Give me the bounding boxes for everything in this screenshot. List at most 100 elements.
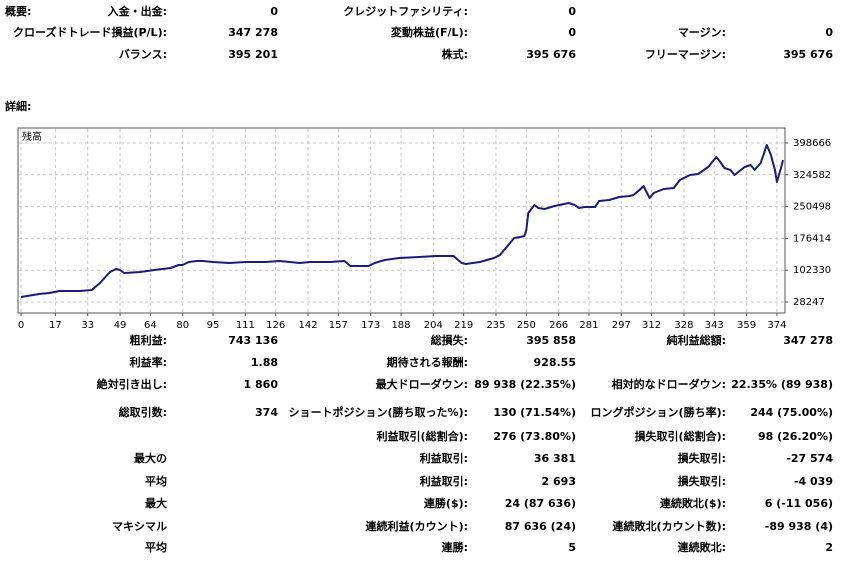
x-tick-label: 343: [705, 320, 724, 331]
balance-line: [20, 144, 784, 298]
value: 2: [825, 541, 833, 554]
label: 絶対引き出し:: [97, 377, 167, 391]
value: 395 676: [526, 48, 576, 61]
label: 連勝:: [442, 540, 468, 554]
label: 連続敗北:: [678, 540, 726, 554]
x-tick-label: 33: [81, 320, 94, 331]
value: 347 278: [228, 26, 278, 39]
value: 87 636 (24): [505, 520, 576, 533]
label: 損失取引:: [678, 474, 726, 488]
value: 36 381: [534, 452, 576, 465]
value: 395 201: [228, 48, 278, 61]
label: 入金・出金:: [108, 4, 167, 18]
label: 利益率:: [130, 355, 167, 369]
label: 損失取引(総割合):: [635, 429, 726, 443]
x-tick-label: 49: [114, 320, 127, 331]
x-tick-label: 219: [454, 320, 473, 331]
value: 347 278: [783, 334, 833, 347]
x-tick-label: 204: [424, 320, 443, 331]
y-tick-label: 28247: [793, 297, 825, 308]
x-tick-label: 266: [549, 320, 568, 331]
label: 連続敗北($):: [660, 496, 726, 510]
y-tick-label: 102330: [793, 265, 831, 276]
section-title: 詳細:: [5, 99, 31, 113]
x-tick-label: 142: [298, 320, 317, 331]
value: 0: [825, 26, 833, 39]
label: 変動株益(F/L):: [391, 25, 468, 39]
label: 総損失:: [431, 333, 468, 347]
y-tick-label: 250498: [793, 202, 831, 213]
y-tick-label: 398666: [793, 138, 831, 149]
x-tick-label: 250: [517, 320, 536, 331]
value: 0: [568, 26, 576, 39]
value: 276 (73.80%): [493, 430, 576, 443]
label: 純利益総額:: [667, 333, 726, 347]
x-tick-label: 64: [144, 320, 157, 331]
x-tick-label: 173: [361, 320, 380, 331]
label: ロングポジション(勝ち率):: [591, 405, 726, 419]
value: 1 860: [244, 378, 279, 391]
value: 24 (87 636): [505, 497, 576, 510]
value: 6 (-11 056): [765, 497, 833, 510]
x-tick-label: 157: [329, 320, 348, 331]
x-tick-label: 111: [236, 320, 255, 331]
label: 利益取引:: [420, 474, 468, 488]
x-tick-label: 328: [674, 320, 693, 331]
x-tick-label: 80: [176, 320, 189, 331]
value: -89 938 (4): [765, 520, 833, 533]
label: ショートポジション(勝ち取った%):: [289, 405, 468, 419]
value: -4 039: [794, 475, 833, 488]
label: マキシマル: [112, 520, 167, 533]
x-tick-label: 17: [49, 320, 62, 331]
value: 89 938 (22.35%): [474, 378, 576, 391]
label: 利益取引:: [420, 451, 468, 465]
label: 最大: [145, 496, 167, 510]
value: 928.55: [534, 356, 576, 369]
value: 2 693: [542, 475, 576, 488]
x-tick-label: 374: [767, 320, 786, 331]
label: 相対的なドローダウン:: [612, 377, 726, 391]
x-tick-label: 95: [207, 320, 220, 331]
series-name: 残高: [22, 130, 42, 143]
value: 98 (26.20%): [758, 430, 833, 443]
label: 総取引数:: [119, 405, 167, 419]
label: 期待される報酬:: [387, 355, 468, 369]
x-tick-label: 0: [18, 320, 24, 331]
label: 粗利益:: [130, 333, 167, 347]
x-tick-label: 297: [612, 320, 631, 331]
value: 395 676: [783, 48, 833, 61]
label: クローズドトレード損益(P/L):: [13, 25, 167, 39]
x-tick-label: 126: [266, 320, 285, 331]
label: バランス:: [119, 48, 167, 61]
y-tick-label: 176414: [793, 233, 831, 244]
label: 株式:: [442, 47, 468, 61]
section-title: 概要:: [5, 4, 31, 18]
value: 374: [255, 406, 278, 419]
label: 平均: [145, 540, 167, 554]
label: 最大ドローダウン:: [376, 377, 468, 391]
plot-area: [17, 127, 786, 314]
value: 0: [568, 5, 576, 18]
value: 0: [270, 5, 278, 18]
value: 22.35% (89 938): [731, 378, 833, 391]
value: 244 (75.00%): [750, 406, 833, 419]
label: マージン:: [678, 26, 726, 39]
label: フリーマージン:: [645, 48, 726, 61]
y-tick-label: 324582: [793, 170, 831, 181]
value: 130 (71.54%): [493, 406, 576, 419]
value: 1.88: [251, 356, 278, 369]
label: 連続敗北(カウント数):: [613, 519, 726, 533]
label: 損失取引:: [678, 451, 726, 465]
label: 平均: [145, 474, 167, 488]
label: 連勝($):: [424, 496, 468, 510]
label: 最大の: [134, 451, 167, 465]
label: クレジットファシリティ:: [343, 5, 468, 18]
x-tick-label: 359: [737, 320, 756, 331]
x-tick-label: 281: [579, 320, 598, 331]
value: 743 136: [228, 334, 278, 347]
label: 利益取引(総割合):: [377, 429, 468, 443]
x-tick-label: 235: [486, 320, 505, 331]
value: 395 858: [526, 334, 576, 347]
x-tick-label: 312: [642, 320, 661, 331]
